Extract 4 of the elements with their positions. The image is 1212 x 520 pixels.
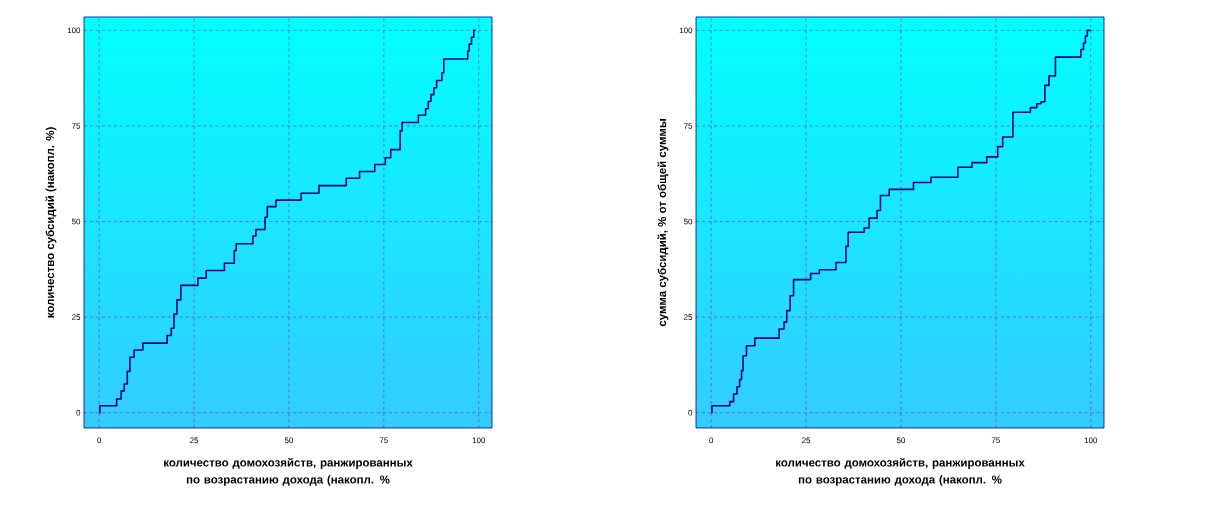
x-axis-title: количество домохозяйств, ранжированных по возрастанию дохода (накопл. % [164, 458, 413, 486]
x-axis-title: количество домохозяйств, ранжированных по возрастанию дохода (накопл. % [776, 458, 1025, 486]
y-axis-title: сумма субсидий, % от общей суммы [657, 119, 669, 327]
y-axis-title: количество субсидий (накопл. %) [45, 127, 57, 318]
